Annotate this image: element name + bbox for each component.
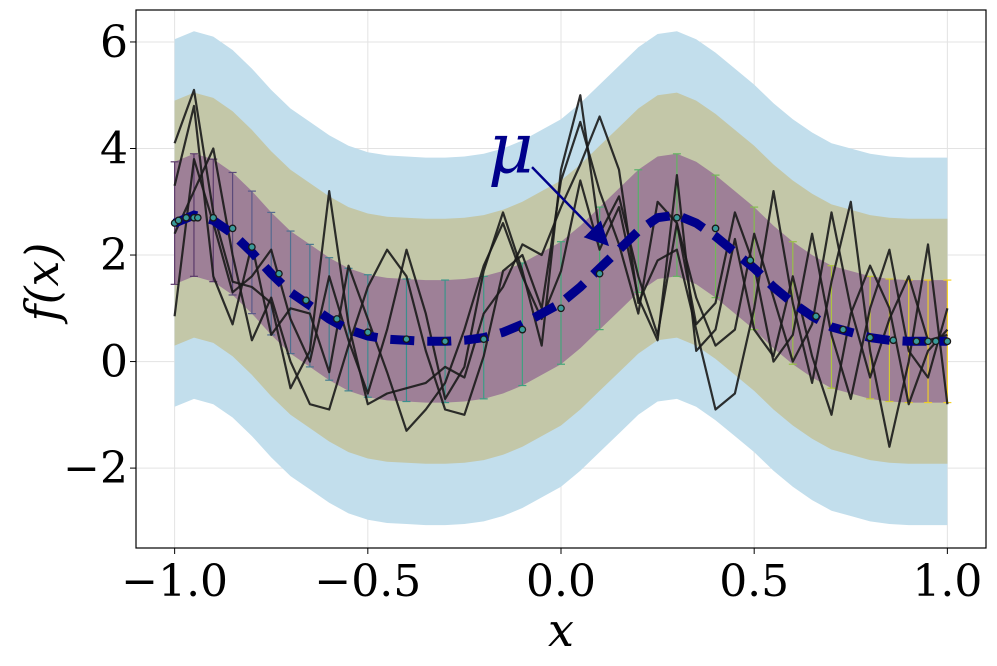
x-tick-label: −0.5 xyxy=(314,556,421,607)
observation-point xyxy=(518,325,527,334)
observation-point xyxy=(174,216,183,225)
y-tick-label: 6 xyxy=(100,17,128,68)
observation-point xyxy=(228,224,237,233)
observation-point xyxy=(182,213,191,222)
observation-point xyxy=(889,336,898,345)
y-tick-label: −2 xyxy=(63,443,128,494)
observation-point xyxy=(557,304,565,313)
observation-point xyxy=(866,333,874,342)
observation-point xyxy=(275,269,283,278)
observation-point xyxy=(912,337,921,346)
sample-function-line xyxy=(173,94,948,400)
x-tick-label: 0.0 xyxy=(526,556,596,607)
x-tick-label: 0.5 xyxy=(719,556,789,607)
observation-point xyxy=(209,213,218,222)
sample-function-line xyxy=(173,104,949,432)
observation-point xyxy=(441,337,449,346)
mean-annotation-label: μ xyxy=(488,107,534,189)
observation-point xyxy=(595,269,604,278)
mean-annotation-arrow xyxy=(531,166,610,247)
observation-point xyxy=(479,335,488,344)
observation-point xyxy=(333,315,341,323)
observation-point xyxy=(402,335,411,344)
y-tick-label: 0 xyxy=(100,337,128,388)
observation-point xyxy=(943,337,952,346)
x-axis-label: x xyxy=(548,603,574,657)
observation-point xyxy=(931,337,940,346)
y-tick-label: 2 xyxy=(100,230,128,281)
y-axis-label: f(x) xyxy=(15,243,69,325)
plot-area: −1.0 −0.5 0.0 0.5 1.0 −2 0 2 4 6 μ xyxy=(63,9,987,607)
observation-point xyxy=(673,213,681,222)
observation-point xyxy=(839,325,847,334)
x-tick-label: 1.0 xyxy=(912,556,982,607)
observation-point xyxy=(711,224,720,233)
x-tick-label: −1.0 xyxy=(121,556,228,607)
observation-point xyxy=(248,243,256,251)
observation-point xyxy=(924,337,932,346)
sample-function-line xyxy=(173,120,949,416)
y-tick-label: 4 xyxy=(100,123,128,174)
sample-function-line xyxy=(173,88,949,448)
observation-point xyxy=(363,328,372,337)
observation-point xyxy=(812,312,820,321)
observation-point xyxy=(746,256,755,265)
observation-point xyxy=(193,213,202,222)
observation-point xyxy=(302,296,310,305)
